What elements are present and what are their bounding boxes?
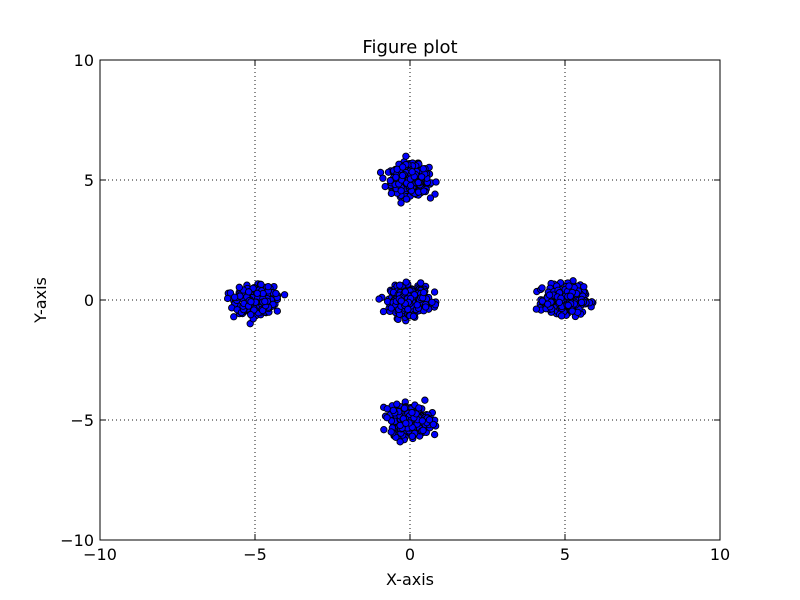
scatter-point — [235, 283, 243, 291]
scatter-point — [389, 406, 397, 415]
scatter-point — [404, 305, 412, 314]
scatter-point — [397, 187, 405, 195]
scatter-point — [426, 194, 435, 202]
scatter-point — [545, 291, 554, 299]
scatter-point — [428, 298, 436, 306]
scatter-point — [247, 298, 255, 306]
chart-title: Figure plot — [362, 37, 457, 58]
scatter-point — [555, 298, 563, 307]
scatter-point — [417, 279, 425, 287]
scatter-point — [253, 289, 261, 297]
scatter-point — [397, 297, 405, 305]
scatter-point — [538, 284, 546, 292]
scatter-point — [396, 281, 404, 289]
scatter-point — [420, 187, 428, 195]
scatter-point — [396, 438, 404, 446]
x-tick-label: 0 — [405, 545, 415, 564]
scatter-point — [408, 432, 416, 440]
scatter-point — [538, 297, 546, 305]
scatter-point — [393, 400, 401, 408]
x-tick-label: −5 — [243, 545, 267, 564]
scatter-point — [577, 298, 586, 307]
scatter-point — [558, 312, 566, 320]
scatter-point — [420, 288, 428, 297]
scatter-point — [245, 288, 253, 296]
scatter-point — [272, 289, 280, 298]
scatter-point — [402, 419, 410, 427]
scatter-point — [402, 278, 410, 286]
scatter-point — [532, 305, 540, 313]
scatter-point — [430, 288, 439, 296]
y-tick-label: 5 — [84, 171, 94, 190]
scatter-point — [432, 178, 440, 186]
y-tick-label: 10 — [74, 51, 94, 70]
scatter-point — [398, 171, 407, 180]
y-tick-label: −10 — [60, 531, 94, 550]
scatter-points — [224, 152, 597, 446]
scatter-point — [230, 313, 238, 321]
x-tick-label: 5 — [560, 545, 570, 564]
scatter-point — [580, 283, 588, 291]
y-tick-label: −5 — [70, 411, 94, 430]
scatter-point — [418, 173, 426, 181]
scatter-point — [397, 199, 405, 207]
scatter-point — [379, 307, 388, 316]
scatter-point — [414, 178, 422, 187]
y-axis-label: Y-axis — [31, 277, 50, 324]
axis-ticks — [99, 59, 721, 541]
scatter-point — [273, 307, 281, 315]
scatter-point — [381, 182, 389, 191]
scatter-point — [568, 307, 576, 315]
scatter-point — [419, 426, 427, 435]
scatter-point — [230, 293, 239, 301]
scatter-point — [566, 292, 574, 300]
scatter-point — [375, 295, 383, 303]
x-tick-labels: −10 −5 0 5 10 — [83, 545, 730, 564]
scatter-point — [544, 300, 552, 308]
scatter-point — [429, 420, 437, 429]
x-axis-label: X-axis — [386, 570, 434, 589]
scatter-point — [418, 417, 426, 425]
scatter-point — [421, 396, 429, 404]
x-tick-label: −10 — [83, 545, 117, 564]
scatter-point — [408, 168, 416, 176]
scatter-point — [399, 163, 407, 171]
scatter-point — [430, 430, 439, 439]
scatter-point — [280, 291, 289, 299]
scatter-point — [565, 282, 573, 290]
scatter-point — [383, 414, 391, 422]
scatter-point — [421, 303, 430, 311]
scatter-point — [401, 288, 409, 296]
scatter-point — [380, 426, 388, 434]
scatter-point — [408, 408, 416, 417]
scatter-point — [413, 301, 421, 309]
scatter-point — [379, 174, 387, 182]
scatter-point — [402, 195, 411, 203]
scatter-point — [264, 282, 272, 291]
scatter-point — [419, 165, 427, 173]
scatter-point — [400, 404, 409, 412]
scatter-point — [247, 311, 255, 319]
scatter-point — [409, 312, 418, 320]
scatter-point — [224, 294, 232, 303]
scatter-point — [383, 405, 391, 413]
scatter-point — [387, 428, 395, 436]
scatter-point — [261, 297, 269, 306]
scatter-point — [415, 404, 423, 412]
scatter-point — [387, 189, 396, 198]
scatter-point — [392, 173, 400, 181]
x-tick-label: 10 — [710, 545, 730, 564]
y-tick-label: 0 — [84, 291, 94, 310]
scatter-point — [564, 301, 572, 309]
scatter-point — [226, 289, 235, 297]
scatter-point — [406, 181, 415, 190]
y-tick-labels: −10 −5 0 5 10 — [60, 51, 94, 550]
scatter-point — [431, 190, 439, 198]
scatter-point — [425, 416, 434, 424]
scatter-point — [402, 152, 410, 160]
